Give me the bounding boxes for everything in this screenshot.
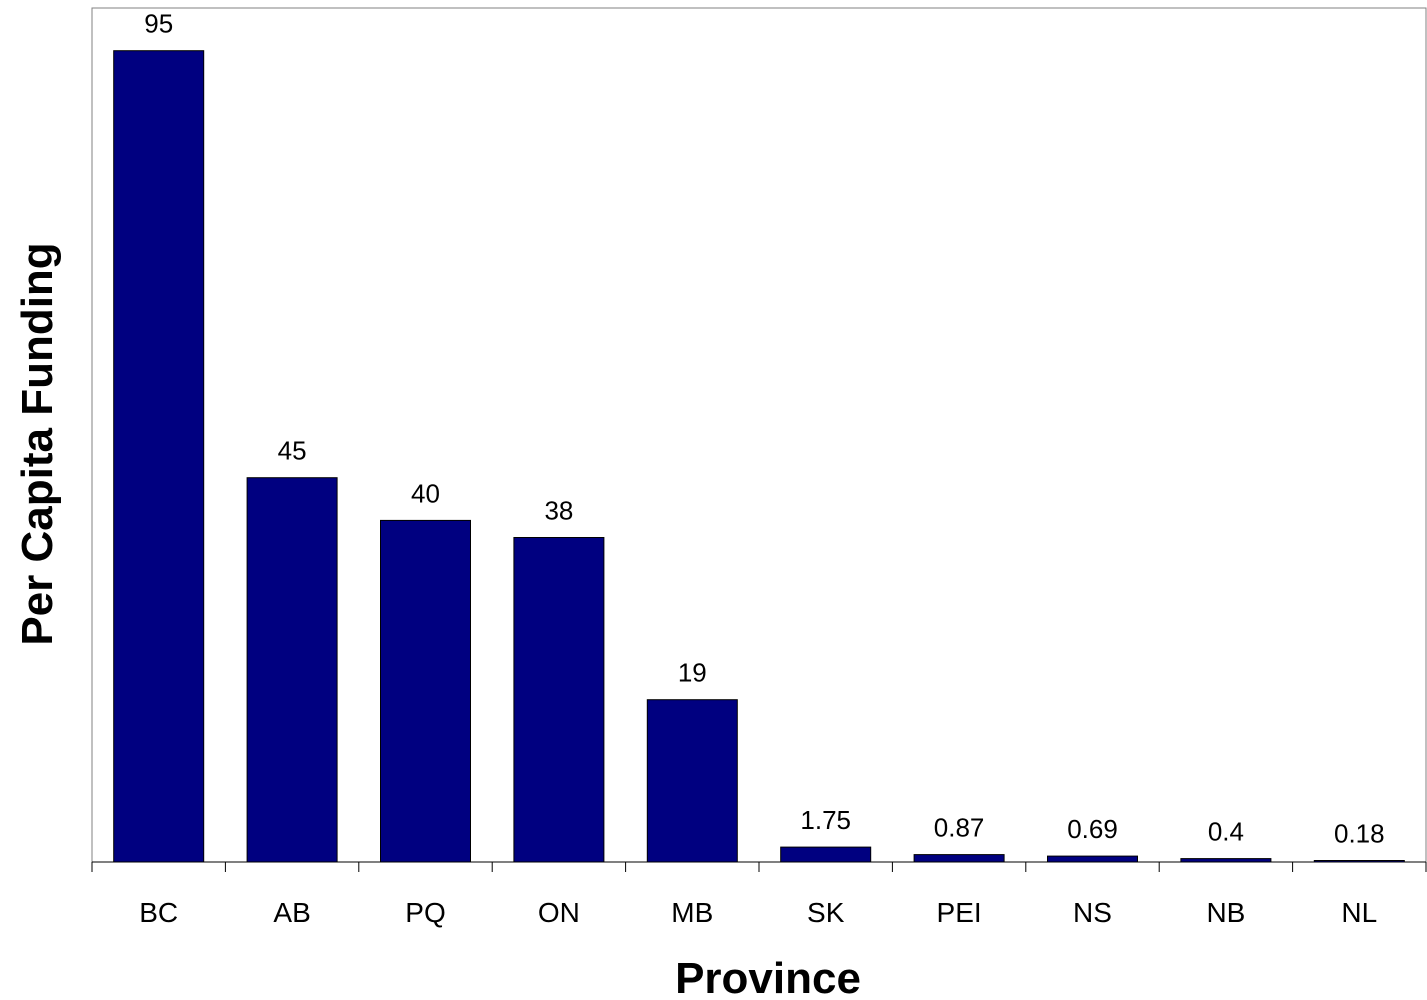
x-tick-label-ab: AB: [273, 897, 310, 928]
x-tick-label-nb: NB: [1206, 897, 1245, 928]
data-label-bc: 95: [144, 9, 173, 39]
data-label-mb: 19: [678, 658, 707, 688]
x-tick-label-pq: PQ: [405, 897, 445, 928]
x-tick-label-sk: SK: [807, 897, 845, 928]
x-tick-labels-group: BC AB PQ ON MB SK PEI NS NB NL: [139, 897, 1377, 928]
bar-on: [513, 537, 605, 863]
bars-group: [113, 50, 1405, 863]
data-label-pei: 0.87: [934, 813, 985, 843]
x-tick-label-ns: NS: [1073, 897, 1112, 928]
bar-ns: [1047, 855, 1138, 863]
bar-sk: [780, 846, 872, 863]
x-tick-label-bc: BC: [139, 897, 178, 928]
y-axis-title: Per Capita Funding: [13, 242, 62, 645]
data-label-on: 38: [544, 496, 573, 526]
x-tick-label-nl: NL: [1341, 897, 1377, 928]
data-label-pq: 40: [411, 478, 440, 508]
bar-ab: [246, 477, 338, 863]
data-label-ns: 0.69: [1067, 814, 1118, 844]
x-tick-label-pei: PEI: [937, 897, 982, 928]
x-axis-title: Province: [675, 954, 861, 1000]
x-tick-label-on: ON: [538, 897, 580, 928]
x-tick-label-mb: MB: [671, 897, 713, 928]
data-labels-group: 95 45 40 38 19 1.75 0.87 0.69 0.4 0.18: [144, 9, 1384, 849]
x-ticks-group: [91, 862, 1427, 872]
bar-pq: [380, 519, 471, 863]
data-label-nl: 0.18: [1334, 819, 1385, 849]
bar-nb: [1180, 858, 1272, 863]
data-label-sk: 1.75: [800, 805, 851, 835]
data-label-nb: 0.4: [1208, 817, 1244, 847]
bar-mb: [646, 699, 738, 863]
data-label-ab: 45: [278, 436, 307, 466]
bar-pei: [913, 854, 1005, 863]
bar-bc: [113, 50, 205, 863]
